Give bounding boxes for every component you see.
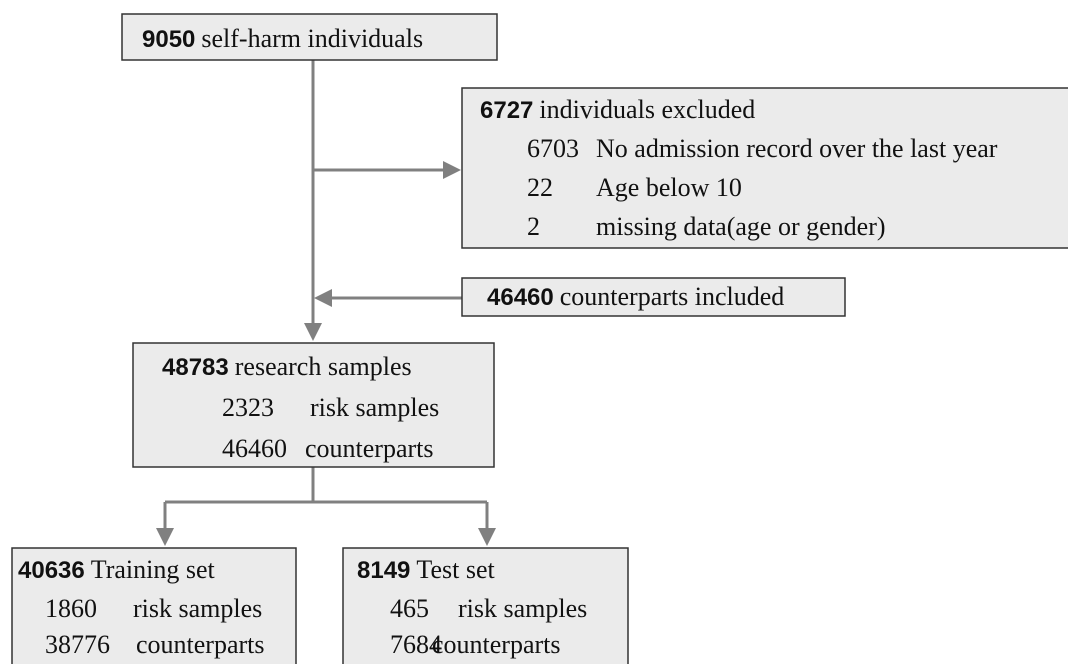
item-number: 22 bbox=[527, 173, 553, 202]
item-number: 2323 bbox=[222, 393, 274, 422]
node-title: 48783 research samples bbox=[162, 352, 412, 381]
node-title: 40636 Training set bbox=[18, 555, 216, 584]
number: 48783 bbox=[162, 354, 229, 381]
item-label: risk samples bbox=[310, 393, 439, 422]
box bbox=[132, 342, 495, 468]
item-number: 465 bbox=[390, 594, 429, 623]
label: individuals excluded bbox=[539, 95, 755, 124]
node-title: 6727 individuals excluded bbox=[480, 95, 755, 124]
connectors bbox=[156, 60, 496, 546]
item-number: 46460 bbox=[222, 434, 287, 463]
node-title: 8149 Test set bbox=[357, 555, 495, 584]
box bbox=[11, 547, 297, 664]
item-number: 2 bbox=[527, 212, 540, 241]
node-title: 46460 counterparts included bbox=[487, 282, 784, 311]
box bbox=[461, 277, 846, 317]
label: self-harm individuals bbox=[201, 24, 423, 53]
item-label: No admission record over the last year bbox=[596, 134, 998, 163]
item-number: 1860 bbox=[45, 594, 97, 623]
label: research samples bbox=[235, 352, 412, 381]
item-label: missing data(age or gender) bbox=[596, 212, 886, 241]
node-title: 9050 self-harm individuals bbox=[142, 24, 423, 53]
box bbox=[342, 547, 629, 664]
item-number: 38776 bbox=[45, 630, 110, 659]
item-label: Age below 10 bbox=[596, 173, 742, 202]
number: 6727 bbox=[480, 97, 533, 124]
number: 8149 bbox=[357, 557, 410, 584]
label: Training set bbox=[91, 555, 216, 584]
item-number: 7684 bbox=[390, 630, 442, 659]
number: 40636 bbox=[18, 557, 85, 584]
box bbox=[121, 13, 498, 61]
box bbox=[461, 87, 1068, 249]
number: 46460 bbox=[487, 284, 554, 311]
item-label: risk samples bbox=[133, 594, 262, 623]
label: counterparts included bbox=[560, 282, 785, 311]
label: Test set bbox=[416, 555, 495, 584]
item-label: counterparts bbox=[432, 630, 561, 659]
item-label: risk samples bbox=[458, 594, 587, 623]
item-label: counterparts bbox=[305, 434, 434, 463]
connector bbox=[165, 467, 487, 504]
number: 9050 bbox=[142, 26, 195, 53]
item-label: counterparts bbox=[136, 630, 265, 659]
item-number: 6703 bbox=[527, 134, 579, 163]
